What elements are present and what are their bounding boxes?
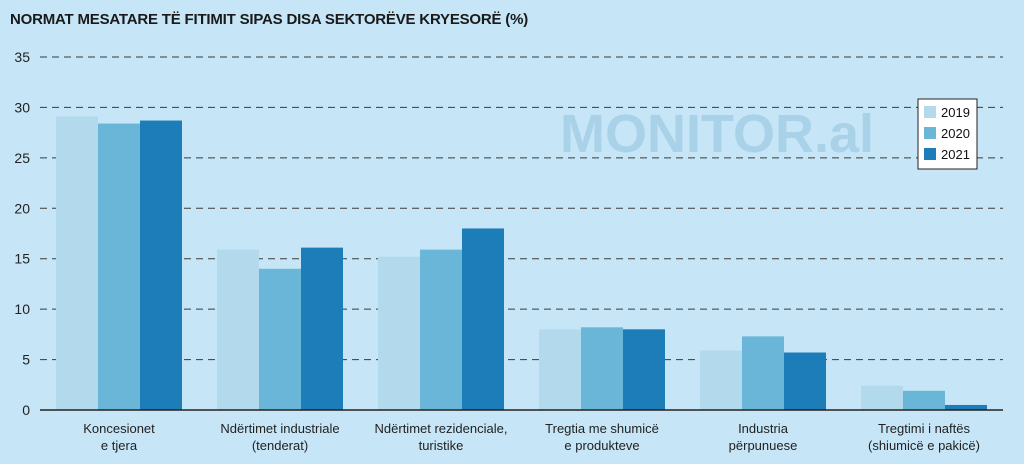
x-category-label: Tregtia me shumicë bbox=[545, 421, 659, 436]
bar-2019-2 bbox=[378, 256, 420, 410]
bar-2021-5 bbox=[945, 404, 987, 410]
legend-label: 2019 bbox=[941, 105, 970, 120]
y-tick-label: 0 bbox=[22, 402, 30, 418]
y-tick-label: 5 bbox=[22, 352, 30, 368]
bar-2019-1 bbox=[217, 249, 259, 410]
bar-2019-4 bbox=[700, 350, 742, 410]
x-category-label: përpunuese bbox=[729, 438, 798, 453]
bar-2021-4 bbox=[784, 352, 826, 410]
bar-2021-1 bbox=[301, 247, 343, 410]
bar-2020-0 bbox=[98, 123, 140, 411]
bar-2020-5 bbox=[903, 390, 945, 410]
y-tick-label: 20 bbox=[14, 200, 30, 216]
legend-swatch-2019 bbox=[924, 106, 936, 118]
bars bbox=[56, 116, 987, 411]
x-category-label: turistike bbox=[419, 438, 464, 453]
bar-2021-2 bbox=[462, 228, 504, 410]
bar-2020-3 bbox=[581, 327, 623, 410]
bar-2021-0 bbox=[140, 120, 182, 410]
bar-2020-2 bbox=[420, 249, 462, 410]
y-tick-label: 10 bbox=[14, 301, 30, 317]
x-category-label: Ndërtimet rezidenciale, bbox=[375, 421, 508, 436]
gridlines bbox=[40, 56, 1003, 361]
bar-2019-3 bbox=[539, 329, 581, 410]
legend-label: 2020 bbox=[941, 126, 970, 141]
bar-2019-5 bbox=[861, 385, 903, 410]
legend-swatch-2021 bbox=[924, 148, 936, 160]
x-category-label: Koncesionet bbox=[83, 421, 155, 436]
legend-label: 2021 bbox=[941, 147, 970, 162]
y-tick-label: 30 bbox=[14, 99, 30, 115]
y-tick-label: 25 bbox=[14, 150, 30, 166]
chart-title: NORMAT MESATARE TË FITIMIT SIPAS DISA SE… bbox=[10, 11, 528, 28]
x-axis-labels: Koncesionet e tjera Ndërtimet industriale (… bbox=[83, 421, 980, 453]
legend: 2019 2020 2021 bbox=[917, 98, 978, 170]
x-category-label: e produkteve bbox=[564, 438, 639, 453]
watermark: MONITOR.al bbox=[560, 104, 874, 164]
x-category-label: Tregtimi i naftës bbox=[878, 421, 970, 436]
x-category-label: (shiumicë e pakicë) bbox=[868, 438, 980, 453]
y-axis-ticks: 0 5 10 15 20 25 30 35 bbox=[14, 49, 30, 418]
legend-swatch-2020 bbox=[924, 127, 936, 139]
bar-2019-0 bbox=[56, 116, 98, 411]
bar-2020-1 bbox=[259, 268, 301, 410]
y-tick-label: 35 bbox=[14, 49, 30, 65]
bar-2020-4 bbox=[742, 336, 784, 410]
x-category-label: (tenderat) bbox=[252, 438, 308, 453]
y-tick-label: 15 bbox=[14, 251, 30, 267]
x-category-label: Ndërtimet industriale bbox=[220, 421, 339, 436]
bar-2021-3 bbox=[623, 329, 665, 410]
x-category-label: e tjera bbox=[101, 438, 138, 453]
x-category-label: Industria bbox=[738, 421, 789, 436]
